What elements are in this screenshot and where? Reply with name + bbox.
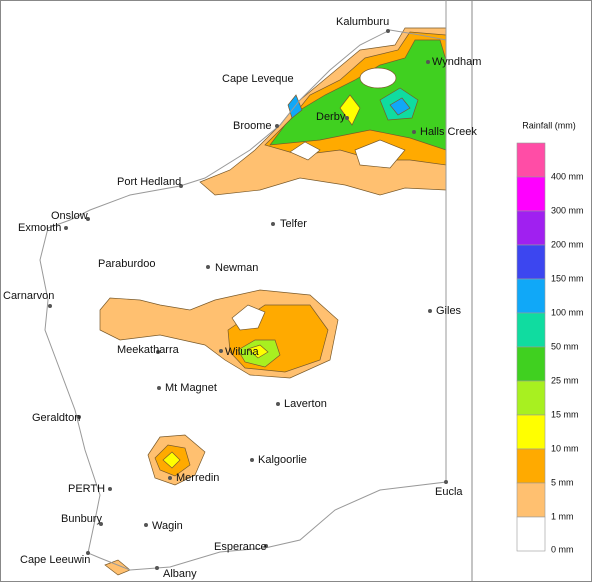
town-dot <box>276 402 280 406</box>
town-label: Cape Leeuwin <box>20 554 90 566</box>
town-label: Bunbury <box>61 513 102 525</box>
town-dot <box>271 222 275 226</box>
town-label: Exmouth <box>18 222 61 234</box>
legend-label: 400 mm <box>551 171 584 181</box>
town-dot <box>250 458 254 462</box>
legend-swatch <box>516 482 546 518</box>
legend-label: 300 mm <box>551 205 584 215</box>
town-label: Esperance <box>214 541 267 553</box>
town-dot <box>275 124 279 128</box>
legend-swatch <box>516 176 546 212</box>
town-label: Derby <box>316 111 346 123</box>
town-dot <box>264 544 268 548</box>
town-dot <box>144 523 148 527</box>
town-label: Wagin <box>152 520 183 532</box>
town-label: Paraburdoo <box>98 258 156 270</box>
town-dot <box>86 217 90 221</box>
legend-swatch <box>516 448 546 484</box>
town-label: Kalumburu <box>336 16 389 28</box>
town-label: Kalgoorlie <box>258 454 307 466</box>
legend-swatch <box>516 516 546 552</box>
town-dot <box>64 226 68 230</box>
town-label: Meekatharra <box>117 344 180 356</box>
rainfall-areas <box>99 27 447 576</box>
town-label: Giles <box>436 305 462 317</box>
town-dot <box>426 60 430 64</box>
legend-swatch <box>516 414 546 450</box>
town-dot <box>108 487 112 491</box>
town-dot <box>48 304 52 308</box>
town-label: Merredin <box>176 472 219 484</box>
town-dot <box>412 130 416 134</box>
legend-swatch <box>516 244 546 280</box>
town-dot <box>179 184 183 188</box>
town-label: Telfer <box>280 218 307 230</box>
town-dot <box>444 480 448 484</box>
town-dot <box>99 522 103 526</box>
town-label: Port Hedland <box>117 176 181 188</box>
town-dot <box>157 386 161 390</box>
legend-swatch <box>516 210 546 246</box>
legend-label: 25 mm <box>551 375 579 385</box>
town-dot <box>386 29 390 33</box>
town-label: Broome <box>233 120 272 132</box>
legend-label: 10 mm <box>551 443 579 453</box>
town-label: PERTH <box>68 483 105 495</box>
town-label: Wiluna <box>225 346 260 358</box>
town-dot <box>219 349 223 353</box>
legend-label: 5 mm <box>551 477 574 487</box>
coastline <box>39 0 447 571</box>
town-label: Onslow <box>51 210 88 222</box>
town-dot <box>168 476 172 480</box>
town-dot <box>77 415 81 419</box>
town-label: Geraldton <box>32 412 80 424</box>
legend-label: 100 mm <box>551 307 584 317</box>
legend-swatch <box>516 142 546 178</box>
town-label: Newman <box>215 262 258 274</box>
town-label: Albany <box>163 568 197 580</box>
town-dot <box>345 116 349 120</box>
legend-swatch <box>516 380 546 416</box>
town-dot <box>206 265 210 269</box>
town-dot <box>155 566 159 570</box>
legend-label: 50 mm <box>551 341 579 351</box>
town-label: Halls Creek <box>420 126 477 138</box>
legend-label: 150 mm <box>551 273 584 283</box>
town-label: Carnarvon <box>3 290 54 302</box>
town-label: Mt Magnet <box>165 382 217 394</box>
legend-label: 200 mm <box>551 239 584 249</box>
legend-label: 0 mm <box>551 544 574 554</box>
legend-title: Rainfall (mm) <box>522 120 576 130</box>
legend-label: 1 mm <box>551 511 574 521</box>
legend-swatch <box>516 278 546 314</box>
town-label: Laverton <box>284 398 327 410</box>
town-label: Wyndham <box>432 56 481 68</box>
legend-label: 15 mm <box>551 409 579 419</box>
legend-swatch <box>516 312 546 348</box>
town-label: Eucla <box>435 486 463 498</box>
town-dot <box>156 350 160 354</box>
town-label: Cape Leveque <box>222 73 294 85</box>
town-dot <box>86 551 90 555</box>
legend-swatch <box>516 346 546 382</box>
town-dot <box>428 309 432 313</box>
